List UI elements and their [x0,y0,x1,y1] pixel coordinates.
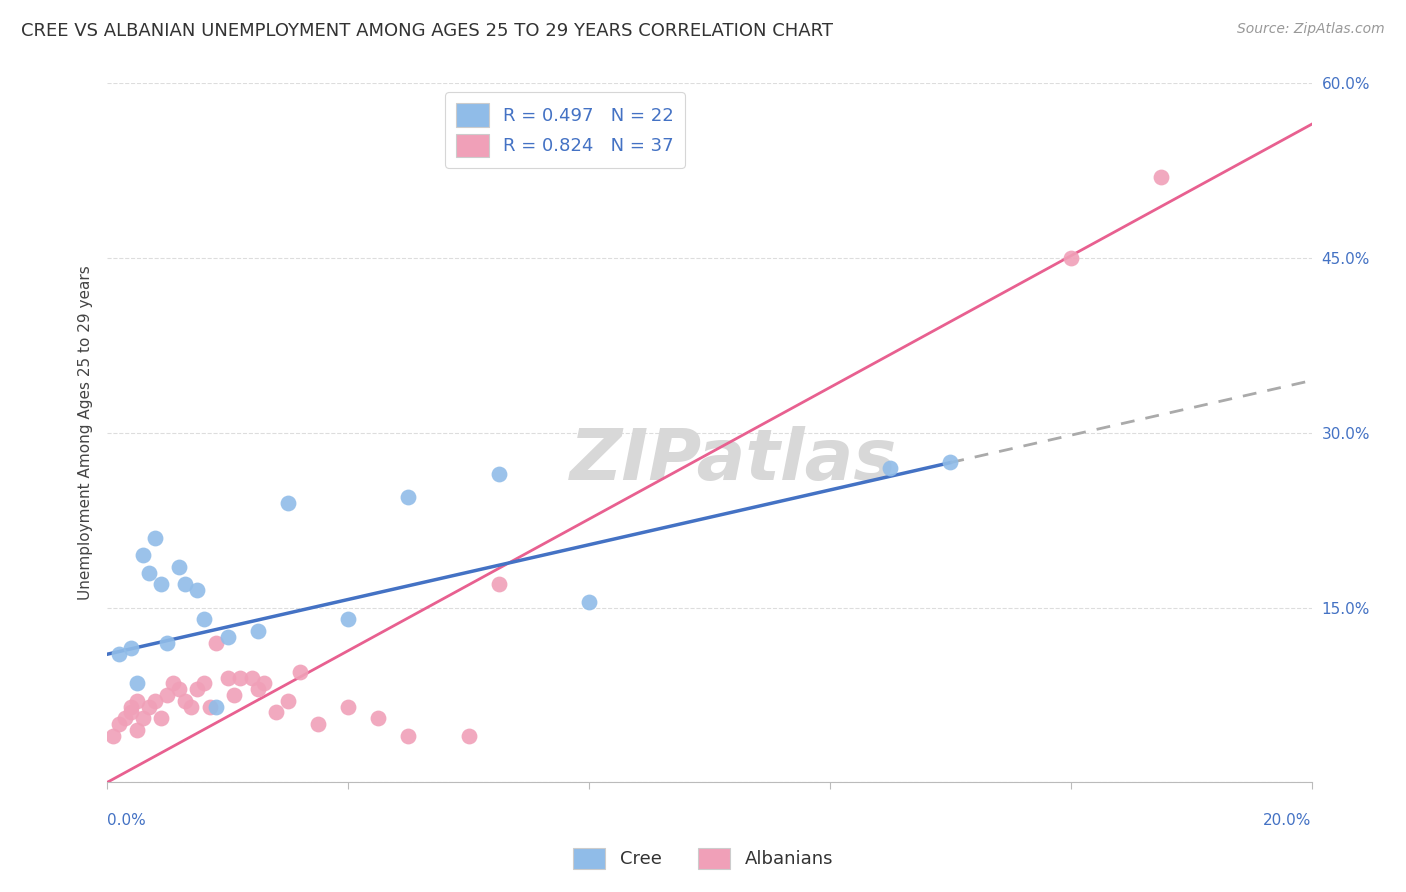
Point [396,490,419,504]
Point [217,630,239,644]
Point [217,671,239,685]
Point [150,711,173,725]
Point [193,612,215,626]
Point [204,699,226,714]
Point [253,676,276,690]
Text: ZIPatlas: ZIPatlas [569,426,897,495]
Point [127,676,149,690]
Point [169,682,191,697]
Text: 0.0%: 0.0% [107,813,146,828]
Point [150,577,173,591]
Point [174,577,197,591]
Point [101,729,124,743]
Point [367,711,389,725]
Y-axis label: Unemployment Among Ages 25 to 29 years: Unemployment Among Ages 25 to 29 years [79,266,93,600]
Point [578,595,600,609]
Point [108,647,131,661]
Point [396,729,419,743]
Point [132,548,155,562]
Point [193,676,215,690]
Point [457,729,479,743]
Point [307,717,329,731]
Point [488,577,510,591]
Point [169,560,191,574]
Point [277,496,299,510]
Point [246,682,269,697]
Text: Source: ZipAtlas.com: Source: ZipAtlas.com [1237,22,1385,37]
Point [264,706,287,720]
Point [120,706,142,720]
Point [108,717,131,731]
Point [1150,169,1173,184]
Point [132,711,155,725]
Text: CREE VS ALBANIAN UNEMPLOYMENT AMONG AGES 25 TO 29 YEARS CORRELATION CHART: CREE VS ALBANIAN UNEMPLOYMENT AMONG AGES… [21,22,834,40]
Point [162,676,184,690]
Point [143,694,166,708]
Legend: R = 0.497   N = 22, R = 0.824   N = 37: R = 0.497 N = 22, R = 0.824 N = 37 [446,93,685,168]
Point [337,699,360,714]
Point [246,624,269,638]
Point [127,694,149,708]
Point [186,583,208,598]
Point [228,671,250,685]
Point [143,531,166,545]
Point [288,665,311,679]
Point [120,641,142,656]
Point [222,688,245,702]
Point [879,461,901,475]
Point [138,566,160,580]
Point [127,723,149,737]
Point [240,671,263,685]
Text: 20.0%: 20.0% [1264,813,1312,828]
Point [939,455,962,469]
Point [156,688,179,702]
Point [204,635,226,649]
Point [174,694,197,708]
Point [156,635,179,649]
Point [337,612,360,626]
Point [120,699,142,714]
Point [1060,251,1083,265]
Point [138,699,160,714]
Legend: Cree, Albanians: Cree, Albanians [565,840,841,876]
Point [114,711,136,725]
Point [198,699,221,714]
Point [488,467,510,481]
Point [180,699,202,714]
Point [277,694,299,708]
Point [186,682,208,697]
